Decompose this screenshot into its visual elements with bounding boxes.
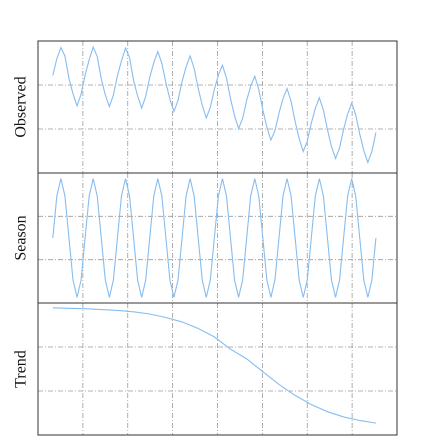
line xyxy=(52,178,377,298)
line xyxy=(52,307,376,424)
y-axis-label: Trend xyxy=(13,350,30,388)
y-axis-label: Season xyxy=(13,215,30,260)
panel-frame xyxy=(37,302,398,436)
line xyxy=(52,45,377,165)
y-axis-label: Observed xyxy=(13,76,30,137)
